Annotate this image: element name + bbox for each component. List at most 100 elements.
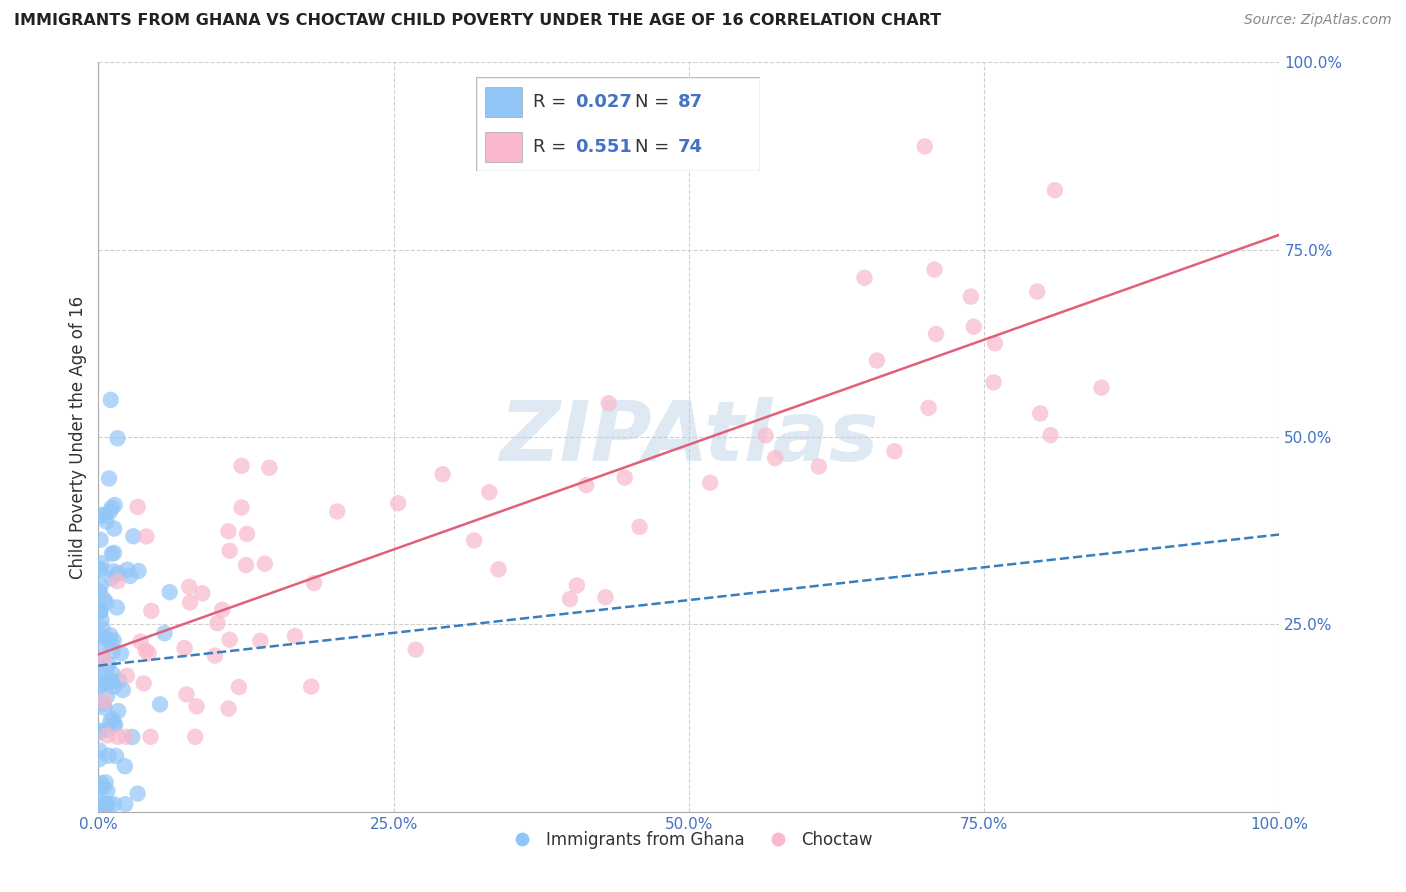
Point (176, 687, 198, 701)
Point (96, 632, 118, 646)
Point (89, 679, 111, 693)
Point (228, 680, 250, 694)
Point (90, 649, 112, 664)
Point (93, 652, 115, 666)
Point (98, 471, 121, 485)
Point (231, 500, 253, 515)
Point (231, 458, 253, 473)
Point (565, 578, 588, 592)
Point (204, 648, 226, 663)
Point (89, 781, 111, 796)
Point (218, 632, 240, 647)
Point (149, 698, 172, 712)
Point (96, 689, 118, 703)
Point (97, 797, 120, 812)
Point (558, 592, 581, 607)
Point (103, 680, 125, 694)
Point (121, 730, 143, 744)
Point (120, 569, 142, 583)
Point (97, 657, 120, 672)
Point (93, 700, 115, 714)
Point (105, 749, 128, 764)
Point (103, 633, 125, 648)
Point (463, 533, 485, 548)
Point (179, 595, 201, 609)
Point (89, 584, 111, 599)
Point (326, 504, 349, 518)
Point (111, 683, 134, 698)
Point (105, 600, 128, 615)
Point (101, 547, 124, 561)
Point (1029, 406, 1052, 420)
Point (135, 529, 157, 543)
Point (575, 478, 598, 492)
Point (925, 326, 948, 341)
Text: ZIPAtlas: ZIPAtlas (499, 397, 879, 477)
Point (100, 392, 122, 407)
Point (141, 604, 163, 618)
Point (93, 694, 115, 708)
Point (114, 759, 136, 773)
Point (90, 667, 112, 681)
Point (924, 262, 946, 277)
Point (110, 647, 132, 661)
Point (94, 775, 117, 789)
Point (179, 580, 201, 594)
Point (598, 396, 620, 410)
Point (93, 780, 115, 794)
Point (89, 533, 111, 547)
Point (89, 563, 111, 577)
Point (917, 401, 939, 415)
Point (94, 797, 117, 812)
Point (93, 508, 115, 523)
Point (253, 557, 276, 571)
Point (89, 604, 111, 618)
Point (96, 596, 118, 610)
Point (432, 467, 454, 482)
Point (101, 712, 124, 726)
Point (866, 353, 889, 368)
Point (249, 633, 271, 648)
Point (90, 578, 112, 592)
Point (101, 644, 124, 658)
Point (184, 730, 207, 744)
Point (115, 730, 138, 744)
Point (115, 563, 138, 577)
Point (89, 562, 111, 576)
Point (488, 562, 510, 576)
Point (101, 667, 124, 681)
Point (217, 524, 239, 539)
Point (153, 626, 176, 640)
Point (139, 730, 162, 744)
Point (89, 628, 111, 642)
Point (103, 565, 125, 579)
Point (89, 723, 111, 738)
Point (299, 680, 322, 694)
Point (127, 500, 149, 514)
Point (853, 270, 876, 285)
Point (963, 319, 986, 334)
Point (128, 564, 150, 578)
Point (127, 787, 149, 801)
Point (259, 460, 281, 475)
Point (94, 664, 117, 678)
Point (595, 591, 617, 605)
Point (186, 699, 208, 714)
Text: Source: ZipAtlas.com: Source: ZipAtlas.com (1244, 13, 1392, 28)
Point (763, 451, 786, 466)
Point (132, 676, 155, 690)
Point (1090, 381, 1112, 395)
Point (218, 701, 240, 715)
Point (613, 470, 636, 484)
Point (108, 673, 131, 688)
Point (89, 744, 111, 758)
Point (96, 515, 118, 529)
Point (984, 336, 1007, 351)
Point (90, 556, 112, 570)
Point (93, 635, 115, 649)
Point (96, 728, 118, 742)
Point (96, 784, 118, 798)
Point (89, 797, 111, 812)
Point (90, 776, 112, 790)
Point (211, 603, 233, 617)
